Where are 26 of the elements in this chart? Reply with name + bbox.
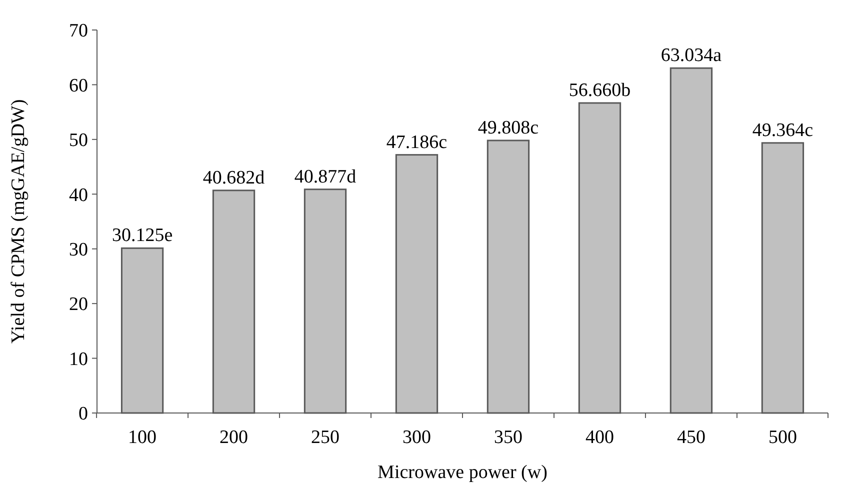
- data-label: 30.125e: [112, 225, 173, 246]
- data-label: 40.682d: [202, 167, 266, 188]
- y-tick-label: 30: [69, 240, 88, 261]
- data-label: 40.877d: [294, 166, 357, 188]
- x-tick-label: 500: [768, 427, 797, 448]
- x-tick-label: 450: [676, 427, 706, 448]
- data-label: 63.034a: [660, 45, 722, 66]
- x-tick-label: 250: [311, 427, 340, 448]
- x-axis-title: Microwave power (w): [378, 462, 548, 483]
- data-label: 49.808c: [478, 117, 539, 138]
- data-label: 47.186c: [386, 132, 448, 153]
- y-axis-title: Yield of CPMS (mgGAE/gDW): [8, 99, 29, 344]
- y-tick-label: 70: [69, 20, 88, 42]
- y-tick-label: 10: [69, 348, 88, 370]
- x-tick-label: 100: [128, 427, 157, 448]
- y-tick-label: 60: [69, 75, 88, 96]
- y-tick-label: 0: [78, 404, 88, 425]
- x-tick-label: 300: [402, 427, 432, 448]
- x-tick-label: 200: [220, 427, 248, 448]
- y-tick-label: 20: [69, 294, 88, 316]
- x-tick-label: 400: [585, 427, 614, 448]
- y-tick-label: 50: [69, 130, 88, 152]
- y-tick-label: 40: [69, 184, 88, 206]
- data-label: 56.660b: [568, 80, 631, 101]
- x-tick-label: 350: [494, 427, 522, 448]
- data-label: 49.364c: [752, 120, 814, 141]
